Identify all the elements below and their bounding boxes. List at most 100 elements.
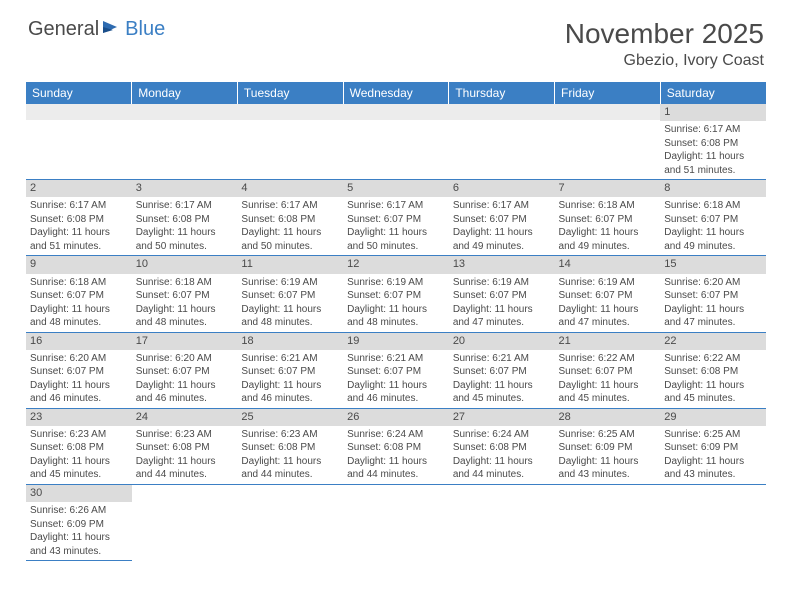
calendar-day-cell: 26Sunrise: 6:24 AMSunset: 6:08 PMDayligh… [343,408,449,484]
day-details: Sunrise: 6:19 AMSunset: 6:07 PMDaylight:… [343,274,449,332]
day-details: Sunrise: 6:17 AMSunset: 6:08 PMDaylight:… [660,121,766,179]
sunset-text: Sunset: 6:08 PM [136,213,234,227]
day-header: Saturday [660,82,766,104]
day-number: 18 [237,333,343,350]
day-number: 5 [343,180,449,197]
logo-text-general: General [28,18,99,41]
sunrise-text: Sunrise: 6:25 AM [664,428,762,442]
day-details: Sunrise: 6:20 AMSunset: 6:07 PMDaylight:… [660,274,766,332]
daylight-text: Daylight: 11 hours and 49 minutes. [664,226,762,253]
day-number: 3 [132,180,238,197]
calendar-day-cell: 30Sunrise: 6:26 AMSunset: 6:09 PMDayligh… [26,484,132,560]
day-details: Sunrise: 6:18 AMSunset: 6:07 PMDaylight:… [555,197,661,255]
sunrise-text: Sunrise: 6:20 AM [664,276,762,290]
daylight-text: Daylight: 11 hours and 51 minutes. [30,226,128,253]
daylight-text: Daylight: 11 hours and 43 minutes. [559,455,657,482]
sunset-text: Sunset: 6:08 PM [453,441,551,455]
calendar-day-cell: 2Sunrise: 6:17 AMSunset: 6:08 PMDaylight… [26,180,132,256]
calendar-day-cell: 4Sunrise: 6:17 AMSunset: 6:08 PMDaylight… [237,180,343,256]
sunrise-text: Sunrise: 6:26 AM [30,504,128,518]
sunrise-text: Sunrise: 6:21 AM [347,352,445,366]
daylight-text: Daylight: 11 hours and 46 minutes. [136,379,234,406]
sunrise-text: Sunrise: 6:24 AM [453,428,551,442]
daylight-text: Daylight: 11 hours and 43 minutes. [664,455,762,482]
empty-day-bar [132,104,238,120]
calendar-week-row: 1Sunrise: 6:17 AMSunset: 6:08 PMDaylight… [26,104,766,180]
calendar-week-row: 16Sunrise: 6:20 AMSunset: 6:07 PMDayligh… [26,332,766,408]
sunrise-text: Sunrise: 6:20 AM [30,352,128,366]
sunset-text: Sunset: 6:08 PM [664,137,762,151]
sunset-text: Sunset: 6:07 PM [559,365,657,379]
calendar-day-cell [555,484,661,560]
calendar-day-cell [26,104,132,180]
daylight-text: Daylight: 11 hours and 50 minutes. [136,226,234,253]
daylight-text: Daylight: 11 hours and 45 minutes. [559,379,657,406]
day-number: 6 [449,180,555,197]
day-details: Sunrise: 6:22 AMSunset: 6:08 PMDaylight:… [660,350,766,408]
daylight-text: Daylight: 11 hours and 44 minutes. [241,455,339,482]
calendar-day-cell: 13Sunrise: 6:19 AMSunset: 6:07 PMDayligh… [449,256,555,332]
day-number: 28 [555,409,661,426]
daylight-text: Daylight: 11 hours and 48 minutes. [136,303,234,330]
location-text: Gbezio, Ivory Coast [565,52,764,70]
daylight-text: Daylight: 11 hours and 50 minutes. [347,226,445,253]
sunrise-text: Sunrise: 6:20 AM [136,352,234,366]
day-number: 23 [26,409,132,426]
empty-day-bar [555,104,661,120]
sunrise-text: Sunrise: 6:17 AM [347,199,445,213]
day-details: Sunrise: 6:19 AMSunset: 6:07 PMDaylight:… [449,274,555,332]
sunset-text: Sunset: 6:07 PM [453,213,551,227]
day-details: Sunrise: 6:18 AMSunset: 6:07 PMDaylight:… [132,274,238,332]
day-details: Sunrise: 6:19 AMSunset: 6:07 PMDaylight:… [237,274,343,332]
calendar-day-cell: 16Sunrise: 6:20 AMSunset: 6:07 PMDayligh… [26,332,132,408]
sunrise-text: Sunrise: 6:19 AM [347,276,445,290]
daylight-text: Daylight: 11 hours and 44 minutes. [136,455,234,482]
day-header: Monday [132,82,238,104]
sunset-text: Sunset: 6:07 PM [347,289,445,303]
sunset-text: Sunset: 6:07 PM [559,289,657,303]
logo-text-blue: Blue [125,18,165,41]
calendar-day-cell: 27Sunrise: 6:24 AMSunset: 6:08 PMDayligh… [449,408,555,484]
sunset-text: Sunset: 6:07 PM [559,213,657,227]
day-details: Sunrise: 6:24 AMSunset: 6:08 PMDaylight:… [449,426,555,484]
day-details: Sunrise: 6:17 AMSunset: 6:07 PMDaylight:… [343,197,449,255]
day-details: Sunrise: 6:17 AMSunset: 6:07 PMDaylight:… [449,197,555,255]
sunrise-text: Sunrise: 6:25 AM [559,428,657,442]
sunrise-text: Sunrise: 6:18 AM [30,276,128,290]
sunset-text: Sunset: 6:07 PM [347,365,445,379]
daylight-text: Daylight: 11 hours and 49 minutes. [559,226,657,253]
calendar-day-cell: 25Sunrise: 6:23 AMSunset: 6:08 PMDayligh… [237,408,343,484]
calendar-day-cell: 8Sunrise: 6:18 AMSunset: 6:07 PMDaylight… [660,180,766,256]
calendar-day-cell [449,484,555,560]
header: General Blue November 2025 Gbezio, Ivory… [0,0,792,78]
sunset-text: Sunset: 6:07 PM [30,289,128,303]
day-details: Sunrise: 6:20 AMSunset: 6:07 PMDaylight:… [26,350,132,408]
daylight-text: Daylight: 11 hours and 46 minutes. [30,379,128,406]
day-number: 1 [660,104,766,121]
day-details: Sunrise: 6:23 AMSunset: 6:08 PMDaylight:… [237,426,343,484]
sunrise-text: Sunrise: 6:19 AM [453,276,551,290]
day-details: Sunrise: 6:21 AMSunset: 6:07 PMDaylight:… [449,350,555,408]
sunset-text: Sunset: 6:08 PM [30,441,128,455]
sunrise-text: Sunrise: 6:23 AM [136,428,234,442]
daylight-text: Daylight: 11 hours and 47 minutes. [664,303,762,330]
sunrise-text: Sunrise: 6:22 AM [664,352,762,366]
day-number: 12 [343,256,449,273]
day-details: Sunrise: 6:17 AMSunset: 6:08 PMDaylight:… [132,197,238,255]
sunset-text: Sunset: 6:07 PM [664,289,762,303]
calendar-day-cell: 7Sunrise: 6:18 AMSunset: 6:07 PMDaylight… [555,180,661,256]
sunset-text: Sunset: 6:07 PM [241,289,339,303]
day-details: Sunrise: 6:17 AMSunset: 6:08 PMDaylight:… [237,197,343,255]
calendar-week-row: 30Sunrise: 6:26 AMSunset: 6:09 PMDayligh… [26,484,766,560]
sunrise-text: Sunrise: 6:18 AM [136,276,234,290]
calendar-week-row: 2Sunrise: 6:17 AMSunset: 6:08 PMDaylight… [26,180,766,256]
sunrise-text: Sunrise: 6:24 AM [347,428,445,442]
calendar-day-cell: 15Sunrise: 6:20 AMSunset: 6:07 PMDayligh… [660,256,766,332]
sunrise-text: Sunrise: 6:17 AM [453,199,551,213]
day-number: 4 [237,180,343,197]
sunrise-text: Sunrise: 6:18 AM [664,199,762,213]
empty-day-bar [26,104,132,120]
calendar-day-cell [660,484,766,560]
daylight-text: Daylight: 11 hours and 48 minutes. [241,303,339,330]
calendar-day-cell [449,104,555,180]
